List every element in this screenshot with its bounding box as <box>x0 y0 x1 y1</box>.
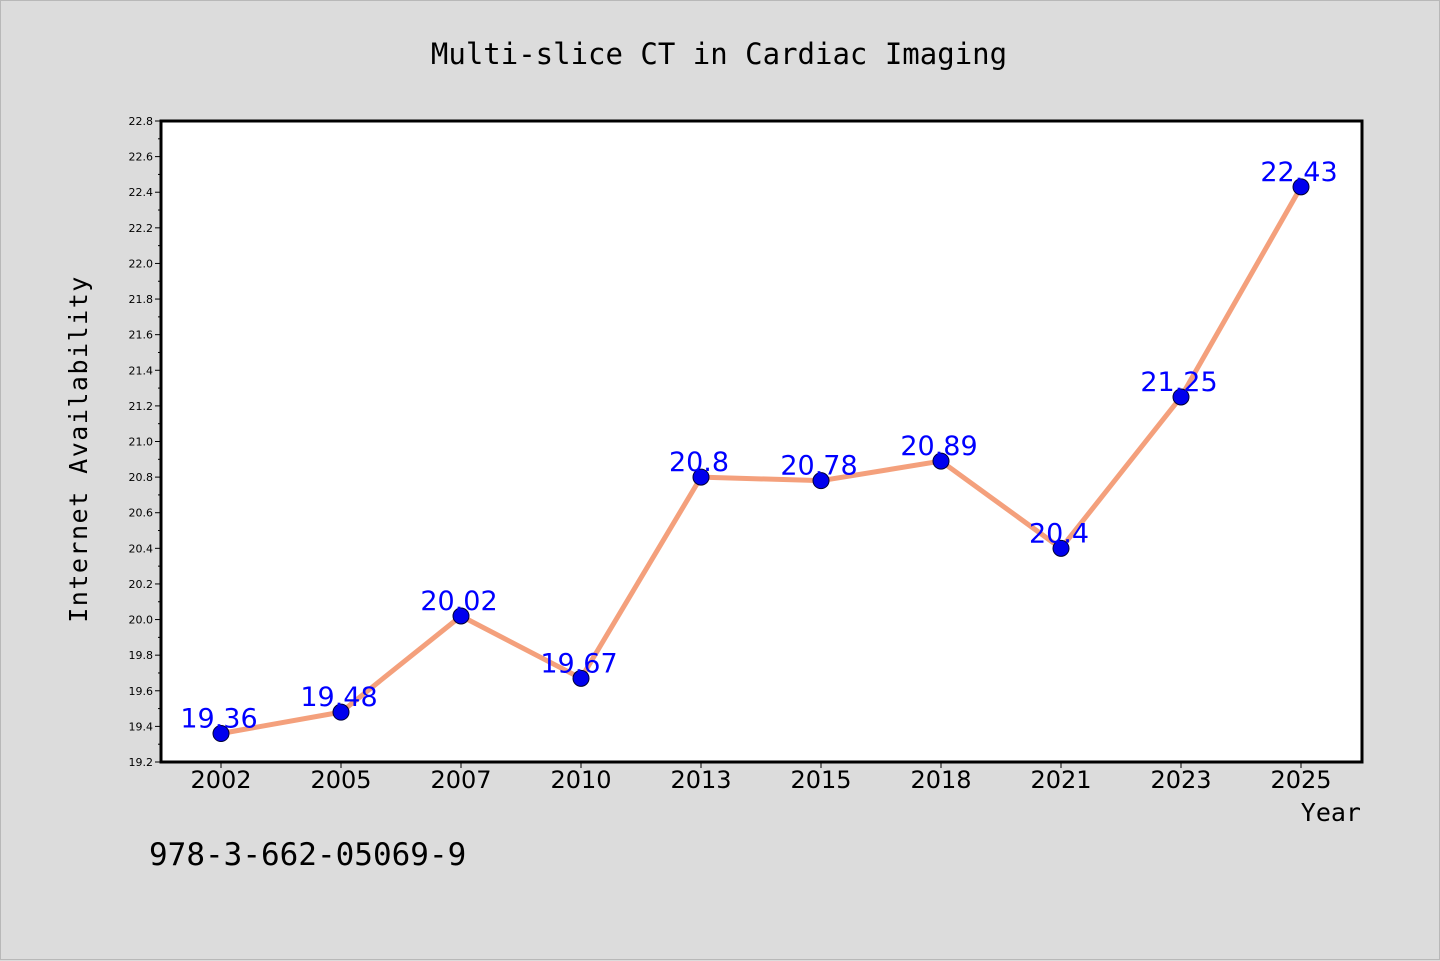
data-point <box>1052 539 1070 557</box>
x-tick-label: 2013 <box>670 766 731 794</box>
y-tick-label: 20.4 <box>129 542 154 555</box>
x-tick-label: 2025 <box>1270 766 1331 794</box>
y-tick-label: 20.2 <box>129 578 154 591</box>
data-point <box>212 725 230 743</box>
y-tick-label: 21.0 <box>129 436 154 449</box>
chart-title: Multi-slice CT in Cardiac Imaging <box>431 37 1007 71</box>
plot-area <box>159 119 1364 764</box>
y-tick-label: 21.8 <box>129 293 154 306</box>
data-point <box>332 703 350 721</box>
y-tick-label: 20.6 <box>129 507 154 520</box>
data-label: 19.67 <box>540 648 617 679</box>
data-point <box>692 468 710 486</box>
data-point <box>1292 178 1310 196</box>
data-label: 20.89 <box>900 431 977 462</box>
data-label: 19.36 <box>180 704 257 735</box>
data-labels: 19.36 19.48 20.02 19.67 20.8 20.78 20.89 20.4 21… <box>180 157 1337 735</box>
x-axis: 2002 2005 2007 2010 2013 2015 2018 2021 2023 2025 <box>190 762 1332 794</box>
y-tick-label: 22.8 <box>129 115 154 128</box>
x-tick-label: 2005 <box>310 766 371 794</box>
x-tick-label: 2021 <box>1030 766 1091 794</box>
data-point <box>1172 388 1190 406</box>
y-tick-label: 19.6 <box>129 685 154 698</box>
data-label: 20.02 <box>420 586 497 617</box>
data-label: 19.48 <box>300 682 377 713</box>
data-label: 22.43 <box>1260 157 1337 188</box>
x-tick-label: 2015 <box>790 766 851 794</box>
data-point <box>572 669 590 687</box>
x-tick-label: 2018 <box>910 766 971 794</box>
y-tick-label: 22.4 <box>129 186 154 199</box>
data-label: 20.4 <box>1029 518 1089 549</box>
data-label: 20.78 <box>780 451 857 482</box>
y-tick-label: 22.6 <box>129 151 154 164</box>
y-tick-label: 20.8 <box>129 471 154 484</box>
y-tick-label: 20.0 <box>129 614 154 627</box>
data-point <box>812 472 830 490</box>
data-point <box>932 452 950 470</box>
y-axis-label: Internet Availability <box>64 275 93 623</box>
y-axis: 19.2 19.4 19.6 19.8 20.0 20.2 20.4 20.6 20.8 21.0… <box>129 115 161 769</box>
isbn-annotation: 978-3-662-05069-9 <box>149 837 466 873</box>
y-tick-label: 19.4 <box>129 720 154 733</box>
y-tick-label: 21.6 <box>129 329 154 342</box>
series-layer <box>212 178 1310 743</box>
x-tick-label: 2007 <box>430 766 491 794</box>
y-tick-label: 19.8 <box>129 649 154 662</box>
y-tick-label: 21.2 <box>129 400 154 413</box>
y-tick-label: 22.2 <box>129 222 154 235</box>
data-point <box>452 607 470 625</box>
x-axis-label: Year <box>1301 798 1361 827</box>
y-tick-label: 19.2 <box>129 756 154 769</box>
x-tick-label: 2002 <box>190 766 251 794</box>
data-label: 20.8 <box>669 447 729 478</box>
x-tick-label: 2023 <box>1150 766 1211 794</box>
y-tick-label: 22.0 <box>129 257 154 270</box>
x-tick-label: 2010 <box>550 766 611 794</box>
series-line <box>218 184 1304 737</box>
y-tick-label: 21.4 <box>129 364 154 377</box>
data-label: 21.25 <box>1140 367 1217 398</box>
